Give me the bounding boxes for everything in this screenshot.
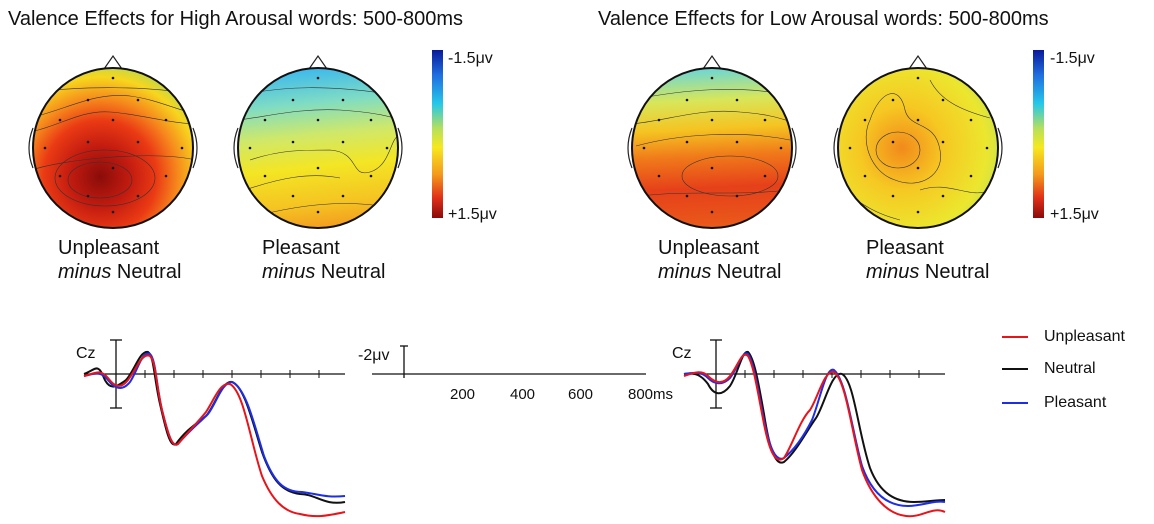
colorbar-high-top-label: -1.5μv <box>448 50 493 67</box>
caption-line2: minus Neutral <box>58 261 182 283</box>
erp-scale-axis <box>372 345 646 378</box>
title-high-arousal: Valence Effects for High Arousal words: … <box>8 8 464 30</box>
erp-high-pleasant <box>83 352 346 498</box>
caption-line2: minus Neutral <box>658 261 782 283</box>
erp-plot-low <box>683 339 946 518</box>
title-low-arousal: Valence Effects for Low Arousal words: 5… <box>598 8 1049 30</box>
legend-label: Pleasant <box>1044 394 1107 411</box>
scalp-map-low-pleasant <box>833 54 1003 229</box>
tick-600: 600 <box>568 386 593 403</box>
caption-line1: Pleasant <box>866 237 944 259</box>
legend-swatch-black <box>1002 368 1028 370</box>
colorbar-high <box>432 50 443 218</box>
erp-plot-high <box>83 339 346 518</box>
tick-800: 800ms <box>628 386 673 403</box>
caption-line1: Unpleasant <box>58 237 160 259</box>
caption-low-unpleasant: Unpleasant minus Neutral <box>658 236 781 284</box>
electrode-label-left: Cz <box>76 345 96 362</box>
erp-high-unpleasant <box>83 354 346 518</box>
electrode-label-right: Cz <box>672 345 692 362</box>
caption-line1: Unpleasant <box>658 237 760 259</box>
caption-line2: minus Neutral <box>866 261 990 283</box>
erp-low-pleasant <box>683 352 946 508</box>
legend-swatch-blue <box>1002 402 1028 404</box>
legend-item-unpleasant: Unpleasant <box>1002 328 1125 346</box>
erp-low-unpleasant <box>683 353 946 518</box>
legend-label: Unpleasant <box>1044 328 1125 345</box>
legend-swatch-red <box>1002 336 1028 338</box>
colorbar-low-top-label: -1.5μv <box>1050 50 1095 67</box>
legend-label: Neutral <box>1044 360 1096 377</box>
scalp-map-high-pleasant <box>233 54 403 229</box>
caption-line1: Pleasant <box>262 237 340 259</box>
tick-400: 400 <box>510 386 535 403</box>
colorbar-low <box>1033 50 1044 218</box>
scalp-map-low-unpleasant <box>627 54 797 229</box>
erp-low-neutral <box>683 351 946 504</box>
scale-label: -2μv <box>358 347 389 364</box>
scalp-map-high-unpleasant <box>28 54 198 229</box>
colorbar-low-bottom-label: +1.5μv <box>1050 206 1099 223</box>
colorbar-high-bottom-label: +1.5μv <box>448 206 497 223</box>
caption-low-pleasant: Pleasant minus Neutral <box>866 236 989 284</box>
tick-200: 200 <box>450 386 475 403</box>
caption-high-unpleasant: Unpleasant minus Neutral <box>58 236 181 284</box>
caption-line2: minus Neutral <box>262 261 386 283</box>
caption-high-pleasant: Pleasant minus Neutral <box>262 236 385 284</box>
legend-item-neutral: Neutral <box>1002 360 1096 378</box>
legend-item-pleasant: Pleasant <box>1002 394 1106 412</box>
